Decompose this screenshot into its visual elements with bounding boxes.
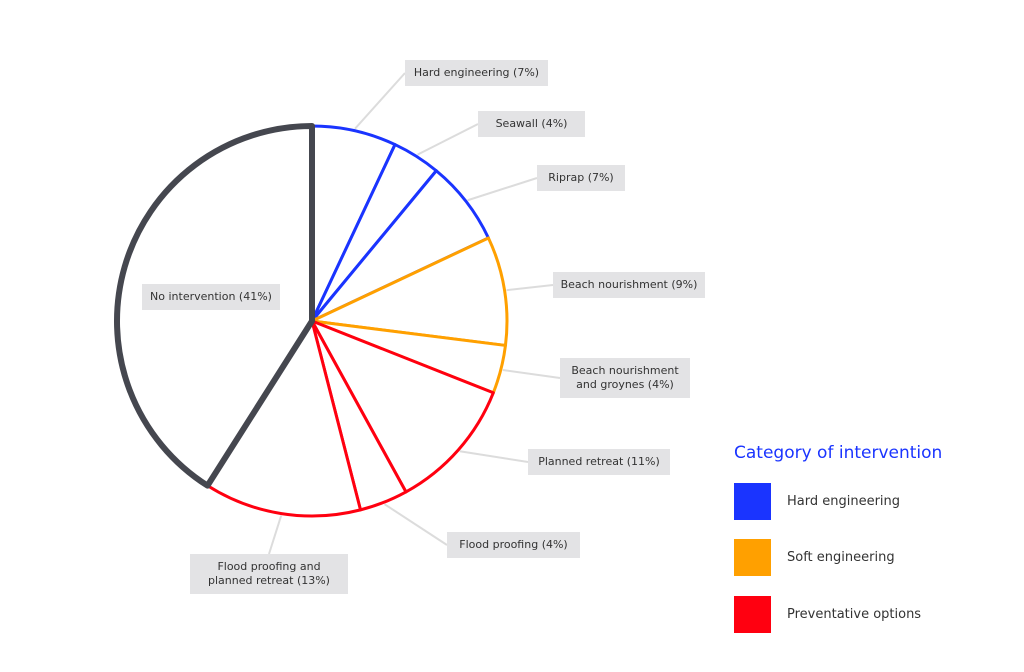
slice-label: Beach nourishment (9%) xyxy=(553,272,705,298)
slice-label: Beach nourishment and groynes (4%) xyxy=(560,358,690,398)
legend-label: Hard engineering xyxy=(787,493,901,509)
leader-line xyxy=(459,450,529,463)
pie-slice xyxy=(310,319,495,494)
leader-line xyxy=(506,284,554,292)
legend-label: Soft engineering xyxy=(787,550,895,565)
legend-swatch xyxy=(734,595,771,633)
leader-line xyxy=(354,72,406,130)
slice-label: No intervention (41%) xyxy=(142,284,280,310)
leader-line xyxy=(383,503,448,546)
legend-label: Preventative options xyxy=(787,606,922,622)
slice-label: Flood proofing and planned retreat (13%) xyxy=(190,554,348,594)
leader-line xyxy=(417,123,479,156)
leader-line xyxy=(467,177,538,202)
pie-slice xyxy=(310,236,509,347)
legend-swatch xyxy=(734,482,771,520)
slice-label: Seawall (4%) xyxy=(478,111,585,137)
legend-item: Soft engineering xyxy=(734,539,895,577)
legend-item: Preventative options xyxy=(734,595,921,633)
leader-line xyxy=(502,369,561,379)
pie-slice xyxy=(206,319,362,518)
slice-label: Planned retreat (11%) xyxy=(528,449,670,475)
leader-line xyxy=(268,515,283,555)
slice-label: Hard engineering (7%) xyxy=(405,60,548,86)
slice-label: Flood proofing (4%) xyxy=(447,532,580,558)
legend-title: Category of intervention xyxy=(734,443,943,463)
slice-label: Riprap (7%) xyxy=(537,165,625,191)
legend-item: Hard engineering xyxy=(734,482,900,520)
legend-swatch xyxy=(734,539,771,576)
